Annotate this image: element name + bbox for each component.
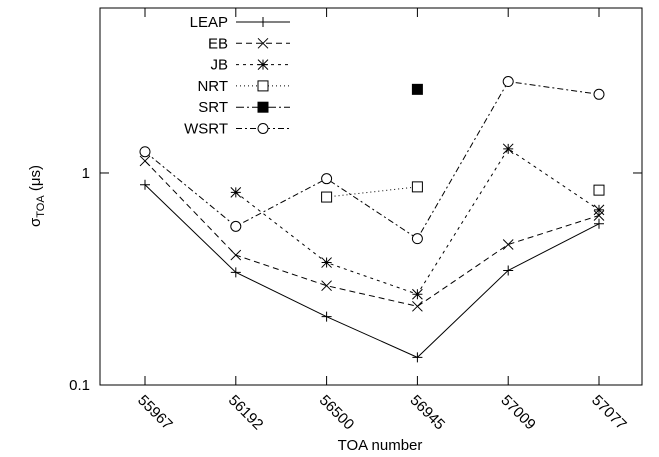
- marker: [412, 288, 423, 300]
- marker: [321, 280, 332, 292]
- x-tick-label: 57077: [588, 392, 630, 434]
- y-label-symbol: σ: [27, 217, 44, 227]
- marker: [412, 300, 423, 312]
- x-axis-label: TOA number: [338, 437, 423, 454]
- marker: [411, 233, 423, 245]
- marker: [140, 179, 150, 190]
- marker: [411, 181, 423, 193]
- marker: [593, 184, 605, 196]
- marker: [321, 311, 332, 322]
- y-label-subscript: TOA: [35, 195, 47, 218]
- x-tick-label: 57009: [497, 392, 539, 434]
- series-line: [327, 187, 599, 197]
- x-tick-label: 56192: [225, 392, 267, 434]
- legend-label: LEAP: [190, 14, 228, 31]
- marker: [139, 146, 151, 158]
- y-tick-label: 1: [82, 165, 90, 182]
- marker: [593, 204, 605, 216]
- legend-label: WSRT: [184, 121, 228, 138]
- marker: [230, 220, 242, 232]
- marker: [230, 187, 242, 198]
- marker: [411, 83, 423, 95]
- marker: [593, 88, 605, 100]
- x-tick-label: 56945: [407, 392, 449, 434]
- legend-label: EB: [208, 35, 228, 52]
- marker: [230, 249, 242, 261]
- plot-frame: [99, 7, 643, 386]
- legend-label: JB: [210, 57, 228, 74]
- marker: [257, 80, 269, 92]
- x-tick-label: 56500: [316, 392, 358, 434]
- y-tick-label: 0.1: [69, 377, 90, 394]
- marker: [594, 218, 604, 229]
- marker: [230, 267, 241, 278]
- legend-label: NRT: [197, 78, 228, 95]
- marker: [502, 143, 514, 155]
- marker: [502, 76, 514, 88]
- legend-label: SRT: [198, 99, 228, 116]
- series-line: [144, 184, 600, 358]
- series-line: [235, 148, 600, 295]
- y-label-unit: (μs): [27, 165, 44, 195]
- marker: [502, 239, 514, 250]
- marker: [593, 210, 605, 221]
- marker: [258, 17, 268, 27]
- marker: [139, 155, 151, 167]
- marker: [257, 101, 269, 113]
- marker: [321, 191, 333, 203]
- marker: [257, 59, 269, 70]
- series-line: [144, 160, 600, 307]
- x-tick-label: 55967: [134, 392, 176, 434]
- marker: [321, 173, 333, 185]
- marker: [321, 257, 332, 268]
- marker: [257, 37, 269, 49]
- y-axis-label: σTOA (μs): [27, 165, 47, 227]
- marker: [412, 352, 423, 363]
- marker: [257, 123, 269, 134]
- marker: [503, 265, 514, 276]
